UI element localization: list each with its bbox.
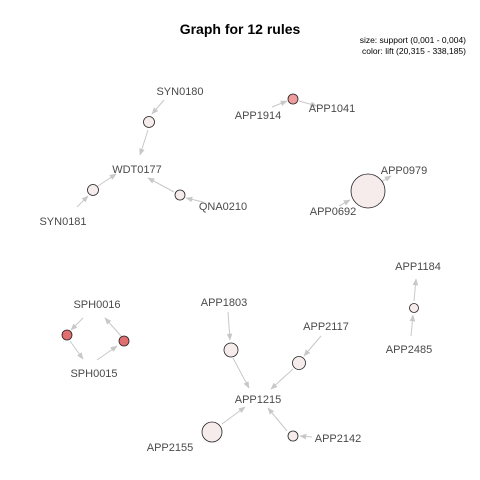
edge-rule-app0979 [380, 175, 392, 183]
label-sph0016: SPH0016 [73, 299, 120, 311]
edge-sph0015-rule-right [96, 345, 118, 361]
label-app2155: APP2155 [147, 442, 193, 454]
rule-node-qna0210 [174, 189, 186, 201]
rule-node-syn0181 [87, 184, 99, 196]
edge-app2142-rule [299, 433, 313, 440]
rule-node-app2155 [201, 421, 223, 443]
edge-app1914-rule [271, 100, 288, 108]
rule-node-app2142 [287, 430, 299, 442]
label-app2485: APP2485 [386, 344, 432, 356]
label-app1184: APP1184 [395, 261, 441, 273]
edge-rule-wdt0177-3 [147, 177, 175, 193]
edge-syn0181-rule [76, 195, 89, 208]
rule-node-app1914 [287, 93, 299, 105]
label-sph0015: SPH0015 [70, 368, 117, 380]
label-syn0180: SYN0180 [156, 86, 203, 98]
edge-rule-wdt0177 [139, 129, 149, 156]
label-app1914: APP1914 [235, 110, 281, 122]
edge-app0692-rule [338, 199, 351, 207]
rule-node-sph-right [118, 335, 130, 347]
edge-rule-app1215-4 [221, 406, 246, 425]
edge-rule-sph0016-right [104, 317, 122, 337]
edge-rule-app1215-2 [270, 368, 294, 390]
label-app2117: APP2117 [303, 321, 349, 333]
rule-node-app0692 [350, 173, 386, 209]
edge-app2117-rule [303, 335, 322, 357]
edge-syn0180-rule [151, 99, 165, 115]
label-syn0181: SYN0181 [39, 216, 86, 228]
edge-rule-sph0015-left [69, 340, 84, 360]
rule-node-sph-left [61, 329, 73, 341]
rule-node-app2485 [409, 303, 419, 313]
label-app1803: APP1803 [201, 297, 247, 309]
edge-sph0016-rule-left [70, 317, 84, 331]
legend-size: size: support (0,001 - 0,004) [360, 35, 466, 45]
edge-rule-app1041 [298, 100, 318, 108]
label-app0692: APP0692 [310, 206, 356, 218]
edge-app1803-rule [226, 311, 233, 341]
label-app1215: APP1215 [235, 394, 281, 406]
label-qna0210: QNA0210 [199, 201, 247, 213]
edge-app2485-rule [409, 314, 416, 337]
rule-node-syn0180 [143, 116, 155, 128]
rule-node-app1803 [223, 342, 239, 358]
legend-color: color: lift (20,315 - 338,185) [362, 46, 466, 56]
edge-rule-app1215-3 [267, 407, 288, 432]
label-wdt0177: WDT0177 [112, 164, 162, 176]
edge-rule-wdt0177-2 [97, 173, 117, 187]
edge-rule-app1184 [412, 278, 419, 302]
graph-title: Graph for 12 rules [180, 21, 301, 37]
label-app1041: APP1041 [309, 103, 355, 115]
label-app0979: APP0979 [381, 165, 427, 177]
rule-node-app2117 [292, 356, 306, 370]
edge-qna0210-rule [185, 196, 204, 203]
label-app2142: APP2142 [315, 433, 361, 445]
edge-rule-app1215-1 [232, 357, 250, 389]
